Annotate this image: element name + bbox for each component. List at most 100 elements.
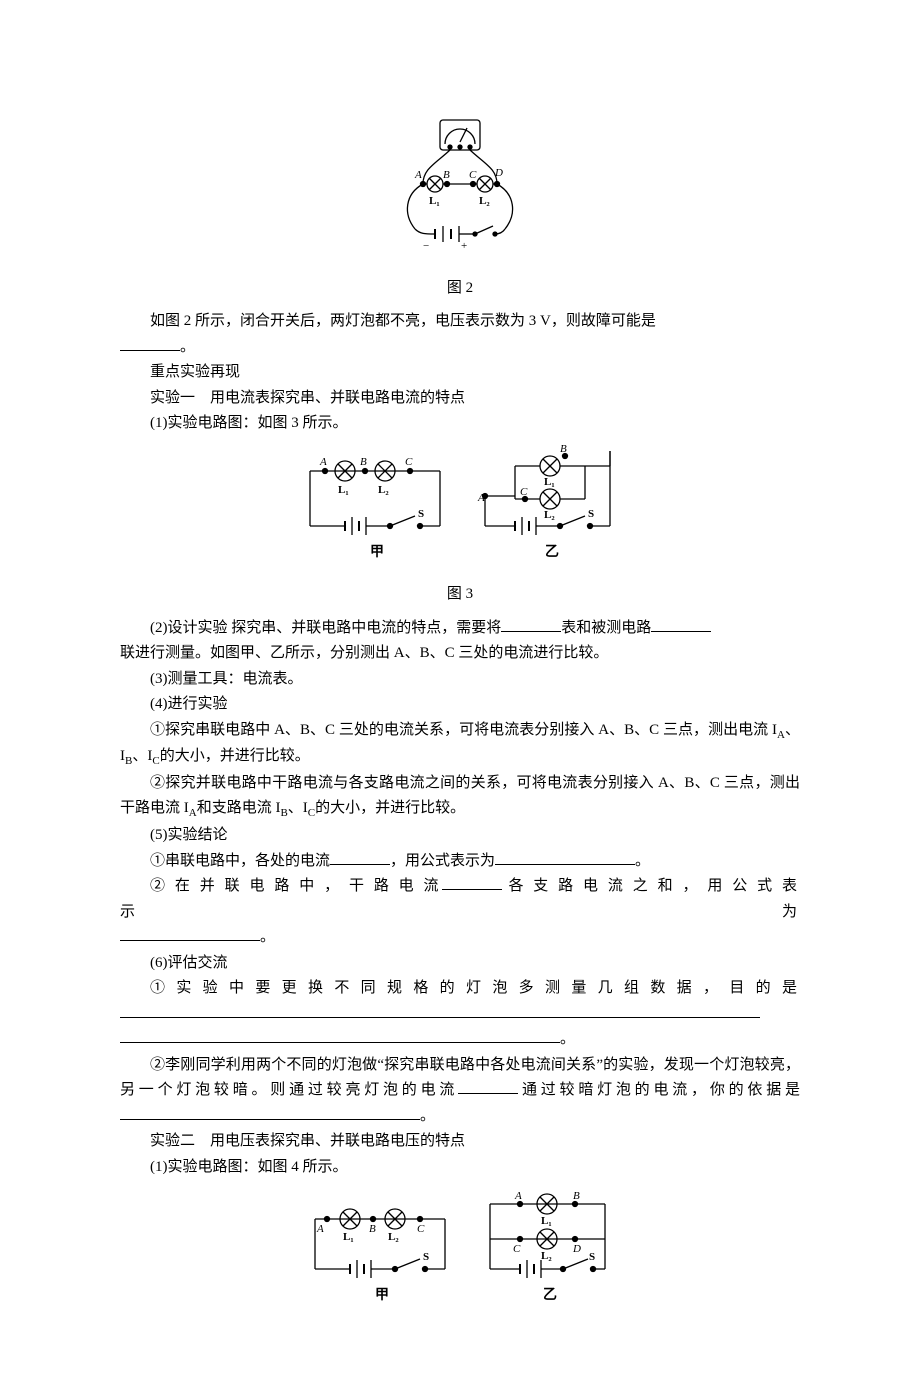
text: 。: [560, 1031, 575, 1047]
blank-fill: [120, 335, 180, 351]
figure-4: A B C L₁ L₂ S 甲: [120, 1184, 800, 1319]
text-exp1-4: (4)进行实验: [120, 692, 800, 718]
heading-key-experiments: 重点实验再现: [120, 360, 800, 386]
blank-fill: [120, 1027, 560, 1043]
svg-text:C: C: [469, 169, 477, 181]
text-exp2-1: (1)实验电路图：如图 4 所示。: [120, 1155, 800, 1181]
svg-text:L₁: L₁: [343, 1231, 354, 1243]
svg-text:B: B: [360, 456, 367, 468]
blank-fill: [330, 849, 390, 865]
svg-text:S: S: [588, 508, 594, 520]
figure-2-caption: 图 2: [120, 276, 800, 302]
subscript: B: [280, 807, 287, 819]
text: 的大小，并进行比较。: [315, 800, 465, 816]
svg-text:L₂: L₂: [378, 484, 389, 496]
subscript: C: [152, 755, 159, 767]
figure-3-svg: A B C L₁ L₂ S 甲: [290, 441, 630, 571]
text-exp1-5-2b: 。: [120, 925, 800, 951]
text-exp1-5: (5)实验结论: [120, 823, 800, 849]
svg-text:B: B: [443, 169, 450, 181]
subscript: A: [189, 807, 197, 819]
svg-text:C: C: [513, 1243, 521, 1255]
blank-fill: [495, 849, 635, 865]
text-exp1-3: (3)测量工具：电流表。: [120, 667, 800, 693]
text: 通过较暗灯泡的电流，你的依据是: [518, 1082, 800, 1098]
figure-2: A B C D L₁ L₂ − +: [120, 114, 800, 274]
text-exp1-2: (2)设计实验 探究串、并联电路中电流的特点，需要将 表和被测电路: [120, 616, 800, 642]
text: (2)设计实验 探究串、并联电路中电流的特点，需要将: [150, 620, 501, 636]
svg-text:S: S: [418, 508, 424, 520]
svg-text:−: −: [423, 240, 429, 252]
svg-text:L₂: L₂: [541, 1250, 552, 1262]
subscript: A: [777, 729, 785, 741]
svg-text:C: C: [520, 486, 528, 498]
text: 、I: [132, 748, 152, 764]
page: A B C D L₁ L₂ − + 图 2 如图 2 所示，闭合开关后，两灯泡都…: [0, 0, 920, 1381]
text: 。: [180, 339, 195, 355]
svg-text:B: B: [560, 443, 567, 455]
text-exp1-6-1-blank2: 。: [120, 1027, 800, 1053]
svg-text:A: A: [414, 169, 422, 181]
svg-text:C: C: [405, 456, 413, 468]
text: 。: [420, 1108, 435, 1124]
text-exp1-2-cont: 联进行测量。如图甲、乙所示，分别测出 A、B、C 三处的电流进行比较。: [120, 641, 800, 667]
text-exp1-5-1: ①串联电路中，各处的电流 ，用公式表示为 。: [120, 849, 800, 875]
svg-text:D: D: [494, 167, 503, 179]
text: 和支路电流 I: [197, 800, 281, 816]
svg-text:甲: 甲: [370, 544, 384, 560]
svg-text:S: S: [423, 1251, 429, 1263]
svg-text:S: S: [589, 1251, 595, 1263]
text-exp1-5-2: ② 在 并 联 电 路 中 ， 干 路 电 流 各 支 路 电 流 之 和 ， …: [120, 874, 800, 925]
paragraph-fig2-blank: 。: [120, 335, 800, 361]
text: ①探究串联电路中 A、B、C 三处的电流关系，可将电流表分别接入 A、B、C 三…: [150, 722, 777, 738]
text-exp1-6-1-blank1: [120, 1002, 800, 1028]
text: 的大小，并进行比较。: [160, 748, 310, 764]
text: 如图 2 所示，闭合开关后，两灯泡都不亮，电压表示数为 3 V，则故障可能是: [150, 313, 656, 329]
svg-text:L₂: L₂: [388, 1231, 399, 1243]
text: 表和被测电路: [561, 620, 651, 636]
svg-text:L₁: L₁: [544, 476, 555, 488]
text-exp1-6-1: ① 实 验 中 要 更 换 不 同 规 格 的 灯 泡 多 测 量 几 组 数 …: [120, 976, 800, 1002]
svg-text:乙: 乙: [545, 544, 559, 560]
text: ① 实 验 中 要 更 换 不 同 规 格 的 灯 泡 多 测 量 几 组 数 …: [150, 980, 800, 996]
blank-fill: [120, 925, 260, 941]
blank-fill: [120, 1104, 420, 1120]
figure-4-svg: A B C L₁ L₂ S 甲: [295, 1184, 625, 1309]
svg-text:B: B: [369, 1223, 376, 1235]
text: ①串联电路中，各处的电流: [150, 853, 330, 869]
blank-fill: [651, 616, 711, 632]
svg-text:L₂: L₂: [544, 509, 555, 521]
svg-text:A: A: [316, 1223, 324, 1235]
text: ② 在 并 联 电 路 中 ， 干 路 电 流: [150, 878, 442, 894]
text-exp1-4-2: ②探究并联电路中干路电流与各支路电流之间的关系，可将电流表分别接入 A、B、C …: [120, 771, 800, 823]
text: 。: [260, 929, 275, 945]
svg-text:甲: 甲: [375, 1287, 389, 1303]
heading-experiment-1: 实验一 用电流表探究串、并联电路电流的特点: [120, 386, 800, 412]
svg-text:+: +: [461, 240, 467, 252]
svg-text:A: A: [514, 1190, 522, 1202]
svg-text:L₁: L₁: [338, 484, 349, 496]
blank-fill: [442, 874, 502, 890]
svg-text:乙: 乙: [543, 1287, 557, 1303]
svg-text:D: D: [572, 1243, 581, 1255]
svg-text:A: A: [477, 492, 485, 504]
svg-text:L₂: L₂: [479, 195, 490, 207]
paragraph-fig2-question: 如图 2 所示，闭合开关后，两灯泡都不亮，电压表示数为 3 V，则故障可能是: [120, 309, 800, 335]
figure-3-caption: 图 3: [120, 582, 800, 608]
blank-fill: [458, 1078, 518, 1094]
text: ，用公式表示为: [390, 853, 495, 869]
figure-3: A B C L₁ L₂ S 甲: [120, 441, 800, 581]
svg-text:B: B: [573, 1190, 580, 1202]
text-exp1-6: (6)评估交流: [120, 951, 800, 977]
svg-text:A: A: [319, 456, 327, 468]
heading-experiment-2: 实验二 用电压表探究串、并联电路电压的特点: [120, 1129, 800, 1155]
svg-text:L₁: L₁: [541, 1215, 552, 1227]
text-exp1-4-1: ①探究串联电路中 A、B、C 三处的电流关系，可将电流表分别接入 A、B、C 三…: [120, 718, 800, 771]
blank-fill: [120, 1002, 760, 1018]
figure-2-svg: A B C D L₁ L₂ − +: [375, 114, 545, 264]
text: 、I: [288, 800, 308, 816]
svg-text:L₁: L₁: [429, 195, 440, 207]
svg-text:C: C: [417, 1223, 425, 1235]
text-exp1-6-2: ②李刚同学利用两个不同的灯泡做“探究串联电路中各处电流间关系”的实验，发现一个灯…: [120, 1053, 800, 1130]
text: 。: [635, 853, 650, 869]
